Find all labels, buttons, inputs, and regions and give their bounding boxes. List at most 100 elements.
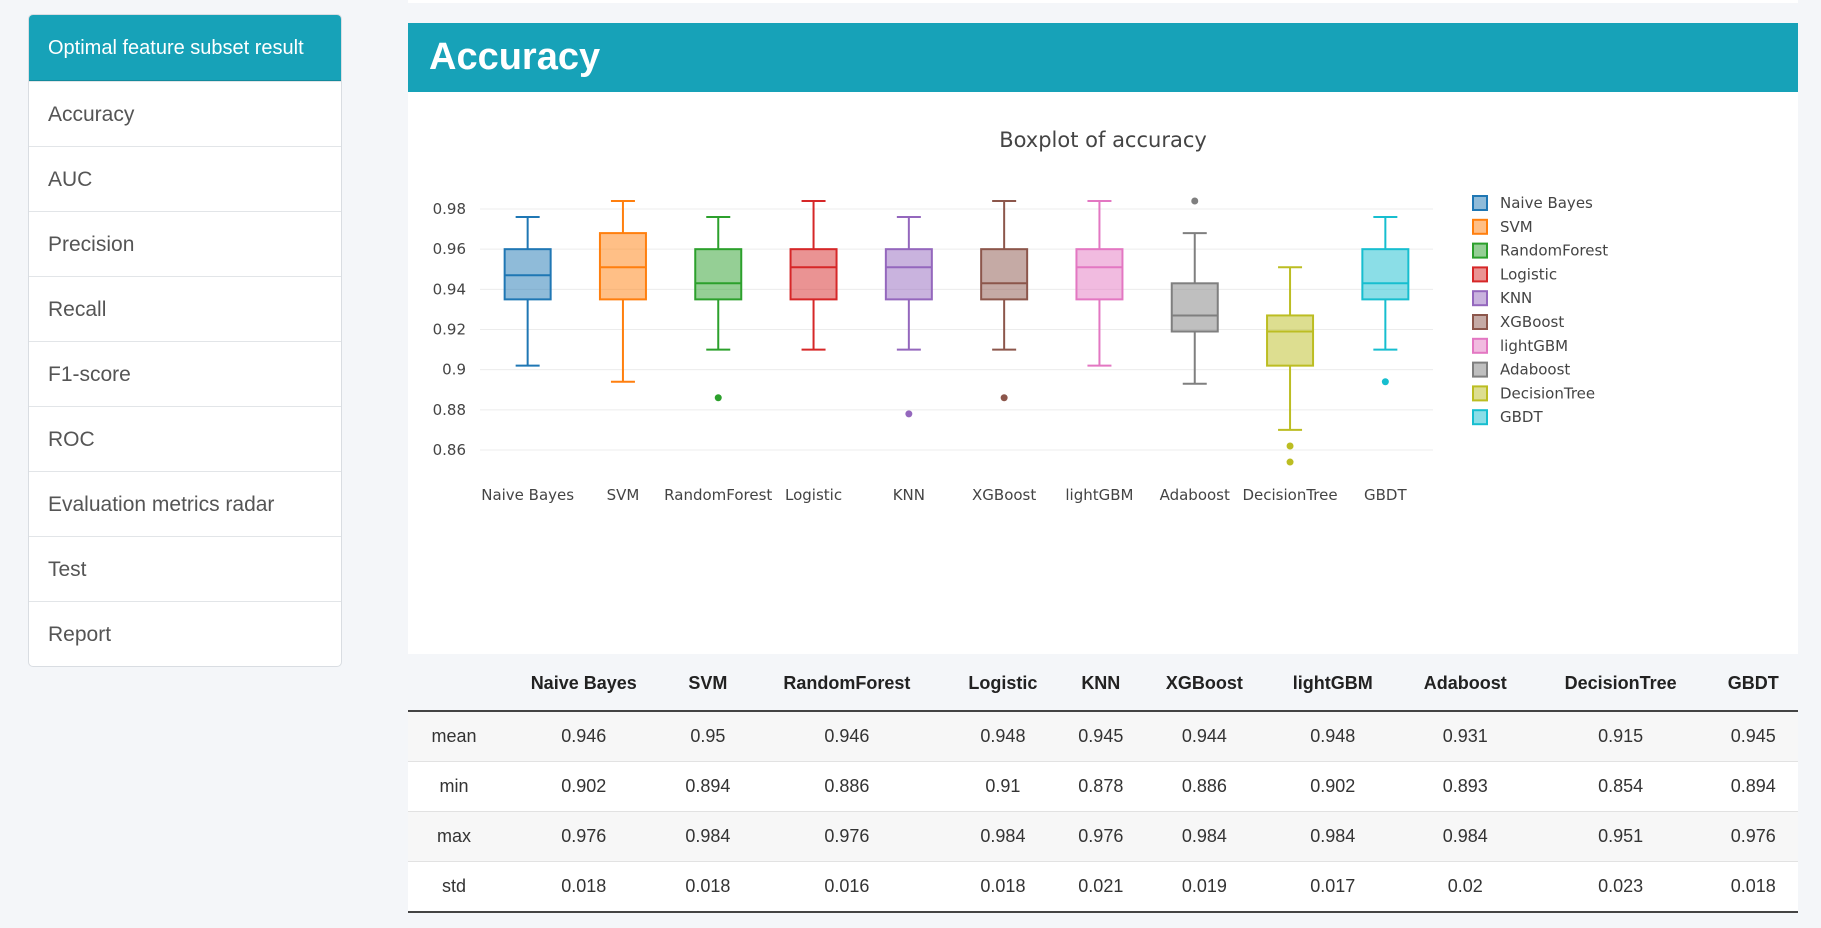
legend-label: KNN bbox=[1500, 289, 1532, 307]
legend-item-xgboost[interactable]: XGBoost bbox=[1472, 313, 1564, 331]
legend-label: GBDT bbox=[1500, 408, 1543, 426]
legend-label: Naive Bayes bbox=[1500, 194, 1593, 212]
table-row: min 0.902 0.894 0.886 0.91 0.878 0.886 0.902 0.8… bbox=[408, 761, 1798, 812]
legend-swatch bbox=[1472, 290, 1488, 307]
legend-item-svm[interactable]: SVM bbox=[1472, 218, 1533, 236]
box-randomforest: RandomForest bbox=[664, 216, 772, 504]
column-header: Naive Bayes bbox=[500, 656, 668, 712]
legend-item-decisiontree[interactable]: DecisionTree bbox=[1472, 384, 1595, 402]
legend-item-adaboost[interactable]: Adaboost bbox=[1472, 361, 1570, 379]
x-tick-label: DecisionTree bbox=[1242, 486, 1337, 504]
table-cell: 0.984 bbox=[1267, 811, 1398, 862]
sidebar-item-test[interactable]: Test bbox=[29, 536, 341, 601]
legend-item-logistic[interactable]: Logistic bbox=[1472, 265, 1557, 283]
table-cell: 0.984 bbox=[945, 811, 1061, 862]
x-tick-label: GBDT bbox=[1364, 486, 1407, 504]
legend-item-randomforest[interactable]: RandomForest bbox=[1472, 242, 1608, 260]
x-tick-label: SVM bbox=[607, 486, 640, 504]
main-content: Accuracy Boxplot of accuracy 0.86 0.88 0.9… bbox=[408, 0, 1798, 928]
legend-label: Adaboost bbox=[1500, 361, 1570, 379]
row-label: min bbox=[408, 761, 500, 812]
box-iqr bbox=[503, 248, 552, 301]
legend-item-lightgbm[interactable]: lightGBM bbox=[1472, 337, 1568, 355]
table-cell: 0.894 bbox=[667, 761, 749, 812]
box-logistic: Logistic bbox=[785, 199, 842, 504]
table-cell: 0.018 bbox=[1708, 861, 1798, 913]
table-cell: 0.95 bbox=[667, 711, 749, 762]
x-tick-label: lightGBM bbox=[1065, 486, 1133, 504]
table-cell: 0.931 bbox=[1397, 711, 1533, 762]
sidebar-item-precision[interactable]: Precision bbox=[29, 211, 341, 276]
column-header: KNN bbox=[1060, 656, 1142, 712]
legend[interactable]: Naive Bayes SVM RandomForest Logistic KNN XGB… bbox=[1472, 194, 1608, 426]
table-cell: 0.945 bbox=[1060, 711, 1142, 762]
box-iqr bbox=[884, 248, 933, 301]
table-row: std 0.018 0.018 0.016 0.018 0.021 0.019 0.017 0.… bbox=[408, 861, 1798, 913]
table-cell: 0.915 bbox=[1532, 711, 1709, 762]
table-cell: 0.018 bbox=[667, 861, 749, 913]
box-iqr bbox=[598, 232, 647, 301]
row-label: std bbox=[408, 861, 500, 913]
x-tick-label: RandomForest bbox=[664, 486, 772, 504]
legend-label: SVM bbox=[1500, 218, 1533, 236]
legend-item-gbdt[interactable]: GBDT bbox=[1472, 408, 1543, 426]
column-header: GBDT bbox=[1708, 656, 1798, 712]
sidebar-item-radar[interactable]: Evaluation metrics radar bbox=[29, 471, 341, 536]
legend-item-knn[interactable]: KNN bbox=[1472, 289, 1532, 307]
box-layer: Naive Bayes SVM RandomForest Logistic KNN XGB… bbox=[481, 197, 1410, 504]
sidebar-item-roc[interactable]: ROC bbox=[29, 406, 341, 471]
outlier-point bbox=[1381, 378, 1389, 386]
sidebar-item-f1-score[interactable]: F1-score bbox=[29, 341, 341, 406]
y-tick-label: 0.88 bbox=[433, 401, 466, 419]
column-header: Logistic bbox=[945, 656, 1061, 712]
box-iqr bbox=[1075, 248, 1124, 301]
table-cell: 0.902 bbox=[1267, 761, 1398, 812]
table-cell: 0.878 bbox=[1060, 761, 1142, 812]
box-iqr bbox=[1170, 282, 1219, 333]
table-cell: 0.021 bbox=[1060, 861, 1142, 913]
y-tick-label: 0.96 bbox=[433, 240, 466, 258]
outlier-point bbox=[905, 410, 913, 418]
box-lightgbm: lightGBM bbox=[1065, 199, 1134, 504]
sidebar-header: Optimal feature subset result bbox=[29, 15, 341, 81]
table-cell: 0.976 bbox=[1060, 811, 1142, 862]
table-cell: 0.944 bbox=[1141, 711, 1268, 762]
table-cell: 0.976 bbox=[500, 811, 668, 862]
row-label: max bbox=[408, 811, 500, 862]
table-cell: 0.018 bbox=[500, 861, 668, 913]
sidebar-item-auc[interactable]: AUC bbox=[29, 146, 341, 211]
table-cell: 0.948 bbox=[1267, 711, 1398, 762]
box-xgboost: XGBoost bbox=[972, 199, 1036, 504]
legend-item-naive-bayes[interactable]: Naive Bayes bbox=[1472, 194, 1593, 212]
x-tick-label: Logistic bbox=[785, 486, 842, 504]
box-gbdt: GBDT bbox=[1361, 216, 1410, 504]
box-iqr bbox=[1361, 248, 1410, 301]
sidebar-item-recall[interactable]: Recall bbox=[29, 276, 341, 341]
column-header: DecisionTree bbox=[1532, 656, 1709, 712]
legend-swatch bbox=[1472, 314, 1488, 330]
table-header-row: Naive Bayes SVM RandomForest Logistic KNN XGB… bbox=[408, 656, 1798, 712]
table-cell: 0.984 bbox=[667, 811, 749, 862]
top-strip bbox=[408, 0, 1798, 3]
table-cell: 0.893 bbox=[1397, 761, 1533, 812]
column-header: lightGBM bbox=[1267, 656, 1398, 712]
box-iqr bbox=[980, 248, 1029, 301]
summary-table-wrap: Naive Bayes SVM RandomForest Logistic KNN XGB… bbox=[408, 656, 1798, 913]
table-cell: 0.946 bbox=[500, 711, 668, 762]
x-tick-label: Naive Bayes bbox=[481, 486, 574, 504]
column-header: RandomForest bbox=[748, 656, 946, 712]
chart-panel: Boxplot of accuracy 0.86 0.88 0.9 0.92 0.94 0… bbox=[408, 92, 1798, 654]
x-tick-label: KNN bbox=[893, 486, 925, 504]
boxplot-chart: Boxplot of accuracy 0.86 0.88 0.9 0.92 0.94 0… bbox=[433, 128, 1609, 504]
box-decisiontree: DecisionTree bbox=[1242, 266, 1338, 504]
chart-title: Boxplot of accuracy bbox=[999, 128, 1207, 152]
table-cell: 0.019 bbox=[1141, 861, 1268, 913]
sidebar-item-report[interactable]: Report bbox=[29, 601, 341, 666]
outlier-point bbox=[1000, 394, 1008, 402]
legend-swatch bbox=[1472, 218, 1488, 235]
legend-swatch bbox=[1472, 337, 1488, 354]
table-cell: 0.951 bbox=[1532, 811, 1709, 862]
sidebar-item-accuracy[interactable]: Accuracy bbox=[29, 81, 341, 146]
table-cell: 0.976 bbox=[1708, 811, 1798, 862]
table-cell: 0.902 bbox=[500, 761, 668, 812]
